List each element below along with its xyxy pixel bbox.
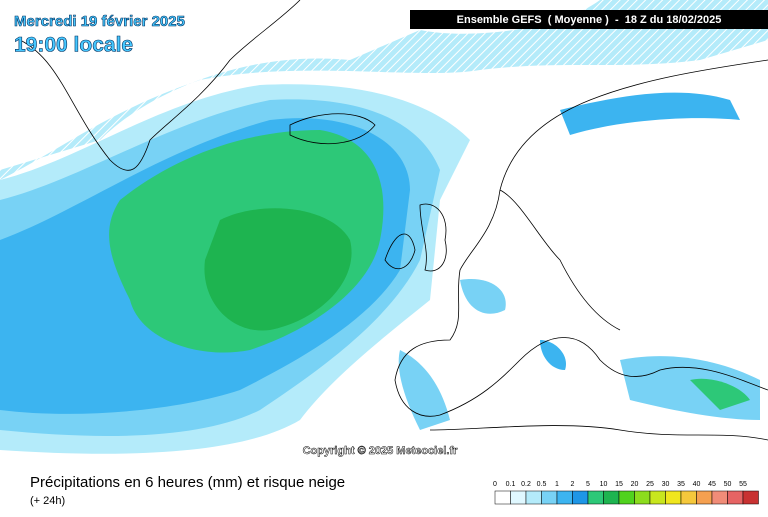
legend-label: 30: [662, 481, 670, 488]
legend-swatch: [634, 490, 651, 505]
run-label: Ensemble GEFS ( Moyenne ) - 18 Z du 18/0…: [457, 14, 722, 26]
legend-label: 2: [571, 481, 575, 488]
footer-title: Précipitations en 6 heures (mm) et risqu…: [30, 474, 345, 491]
date-label: Mercredi 19 février 2025: [14, 13, 185, 30]
legend-swatch: [649, 490, 666, 505]
legend-label: 50: [724, 481, 732, 488]
legend-swatch: [556, 490, 573, 505]
copyright: Copyright © 2025 Meteociel.fr: [303, 445, 459, 457]
legend-label: 25: [646, 481, 654, 488]
legend-swatch: [572, 490, 589, 505]
legend-swatch: [603, 490, 620, 505]
legend-label: 40: [693, 481, 701, 488]
legend-label: 15: [615, 481, 623, 488]
legend-label: 55: [739, 481, 747, 488]
legend-label: 0.2: [521, 481, 531, 488]
legend-label: 5: [586, 481, 590, 488]
legend-swatch: [541, 490, 558, 505]
coastlines: [19, 0, 768, 441]
legend-swatch: [525, 490, 542, 505]
legend-swatch: [494, 490, 511, 505]
time-label: 19:00 locale: [14, 34, 133, 57]
legend-label: 45: [708, 481, 716, 488]
legend-swatch: [510, 490, 527, 505]
legend-label: 35: [677, 481, 685, 488]
legend-label: 0.1: [506, 481, 516, 488]
legend-swatch: [742, 490, 759, 505]
legend-label: 0: [493, 481, 497, 488]
legend-label: 20: [631, 481, 639, 488]
legend-label: 0.5: [537, 481, 547, 488]
legend: 0 0.1 0.2 0.5 1 2 5 10 15 20 25 30 35 40 45 50 55: [493, 481, 759, 505]
legend-swatch: [680, 490, 697, 505]
precipitation-field: [0, 0, 768, 454]
legend-swatch: [587, 490, 604, 505]
legend-swatch: [696, 490, 713, 505]
legend-swatch: [618, 490, 635, 505]
legend-swatch: [665, 490, 682, 505]
legend-label: 10: [600, 481, 608, 488]
legend-swatch: [727, 490, 744, 505]
run-banner: [410, 10, 768, 29]
legend-label: 1: [555, 481, 559, 488]
footer-lead: (+ 24h): [30, 495, 65, 507]
legend-swatch: [711, 490, 728, 505]
